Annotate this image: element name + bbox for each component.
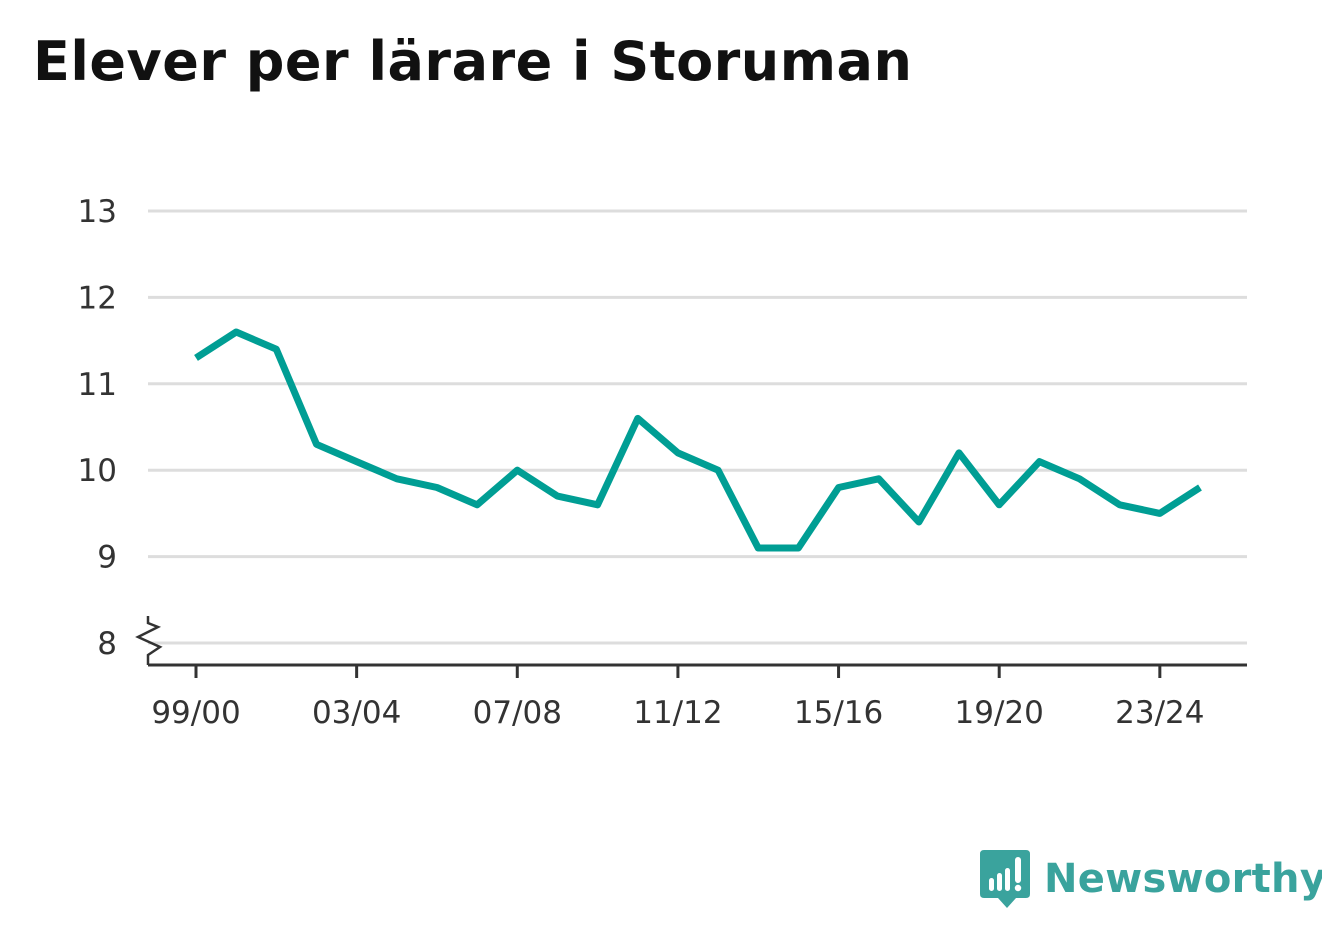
series-group (194, 328, 1202, 552)
x-axis (135, 616, 1247, 678)
y-tick-label: 8 (97, 626, 117, 662)
x-tick-label: 07/08 (473, 695, 562, 731)
y-tick-label: 11 (78, 367, 117, 403)
gridlines (148, 209, 1247, 645)
x-tick-label: 03/04 (312, 695, 401, 731)
x-tick-label: 15/16 (794, 695, 883, 731)
chart-title: Elever per lärare i Storuman (33, 30, 913, 93)
y-axis-tick-labels: 8 9 10 11 12 13 (78, 194, 117, 662)
brand-name: Newsworthy (1044, 856, 1322, 902)
y-axis-break-mark (135, 616, 163, 665)
y-tick-label: 9 (97, 540, 117, 576)
x-tick-label: 11/12 (633, 695, 722, 731)
y-tick-label: 12 (78, 280, 117, 316)
x-axis-tick-labels: 99/00 03/04 07/08 11/12 15/16 19/20 23/24 (151, 695, 1204, 731)
y-tick-label: 13 (78, 194, 117, 230)
y-tick-label: 10 (78, 453, 117, 489)
series-line (194, 328, 1202, 552)
x-tick-label: 99/00 (151, 695, 240, 731)
x-tick-label: 19/20 (955, 695, 1044, 731)
brand-logo: Newsworthy (980, 848, 1322, 910)
x-tick-label: 23/24 (1115, 695, 1204, 731)
newsworthy-logo-icon (980, 850, 1030, 908)
